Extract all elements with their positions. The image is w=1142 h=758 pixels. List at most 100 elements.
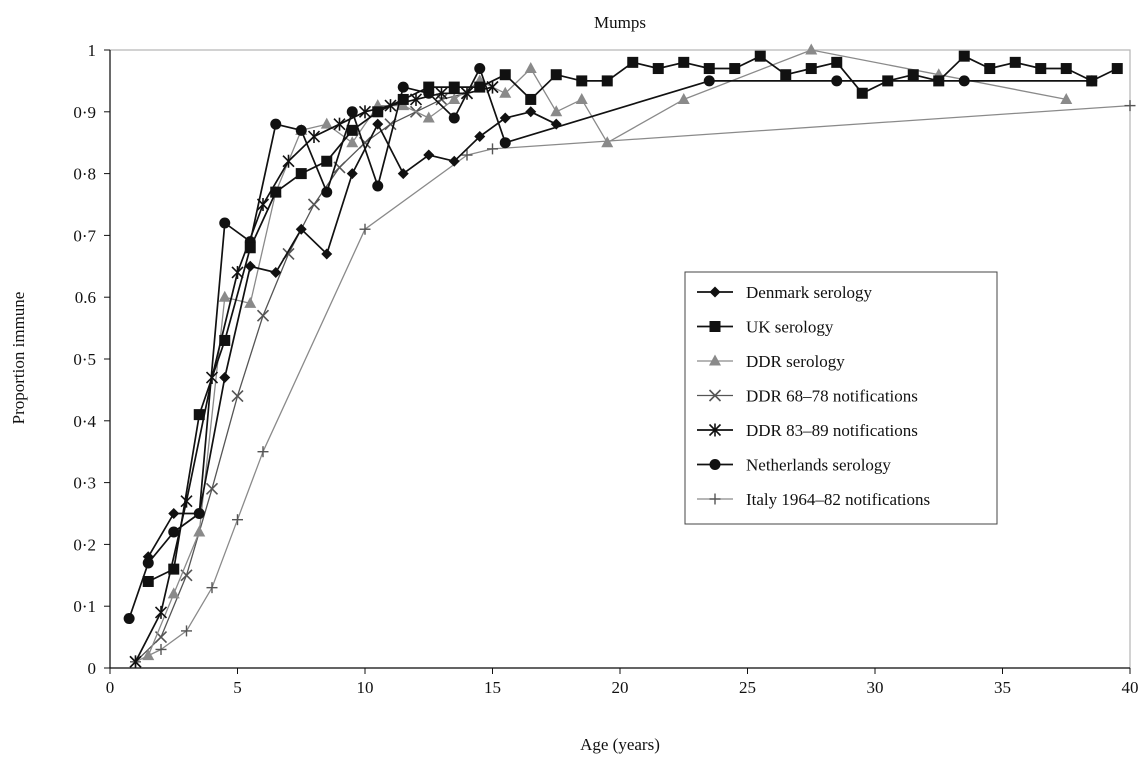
series-4: [129, 81, 499, 668]
data-point: [321, 155, 333, 167]
legend: Denmark serology UK serology DDR serology D…: [684, 271, 998, 525]
data-point: [129, 655, 142, 669]
data-point: [142, 649, 155, 661]
y-tick-label: 0·8: [73, 165, 96, 184]
data-point: [1086, 75, 1098, 87]
data-point: [831, 56, 843, 68]
data-point: [295, 124, 307, 136]
data-point: [754, 50, 766, 62]
series-line: [134, 86, 493, 663]
data-point: [346, 106, 358, 118]
legend-items: Denmark serology UK serology DDR serology D…: [697, 283, 930, 509]
series-1: [142, 106, 562, 563]
data-point: [677, 92, 690, 104]
series-line: [128, 67, 1092, 619]
data-point: [448, 155, 460, 167]
data-point: [219, 217, 231, 229]
data-point: [576, 75, 588, 87]
data-point: [435, 86, 448, 100]
x-tick-label: 10: [357, 678, 374, 697]
data-point: [601, 136, 614, 148]
data-point: [422, 111, 435, 123]
data-point: [219, 334, 231, 346]
data-point: [856, 87, 868, 99]
data-point: [448, 112, 460, 124]
data-point: [256, 309, 270, 322]
series-line: [135, 86, 493, 663]
data-point: [244, 296, 257, 308]
data-point: [168, 563, 180, 575]
data-point: [423, 81, 435, 93]
data-point: [499, 69, 511, 81]
data-point: [244, 260, 256, 272]
legend-box: [684, 271, 998, 525]
data-point: [499, 137, 511, 149]
data-point: [282, 154, 295, 168]
x-tick-label: 5: [233, 678, 242, 697]
y-tick-label: 0: [88, 659, 97, 678]
legend-marker: [708, 389, 722, 402]
data-point: [295, 223, 307, 235]
data-point: [244, 242, 256, 254]
legend-marker: [709, 286, 721, 298]
data-point: [123, 613, 135, 625]
data-point: [346, 168, 358, 180]
x-tick-label: 15: [484, 678, 501, 697]
data-point: [933, 75, 945, 87]
data-point: [397, 93, 409, 105]
x-tick-label: 0: [106, 678, 115, 697]
data-point: [205, 482, 219, 495]
legend-label: Denmark serology: [746, 283, 873, 302]
legend-item: DDR 83–89 notifications: [697, 421, 918, 440]
data-point: [154, 605, 168, 619]
y-tick-label: 0·5: [73, 350, 96, 369]
data-point: [474, 63, 486, 75]
legend-label: DDR serology: [746, 352, 845, 371]
x-tick-label: 25: [739, 678, 756, 697]
data-point: [168, 526, 180, 538]
data-point: [231, 390, 244, 403]
y-tick-label: 0·7: [73, 226, 96, 245]
data-point: [168, 508, 180, 519]
data-point: [678, 56, 690, 68]
y-tick-label: 0·4: [73, 412, 96, 431]
data-point: [550, 105, 563, 117]
data-point: [601, 75, 613, 87]
y-ticks: 0 0·1 0·2 0·3 0·4 0·5 0.6 0·7 0·8 0·9 1: [73, 41, 110, 678]
legend-label: Italy 1964–82 notifications: [746, 490, 930, 509]
data-point: [474, 81, 486, 93]
y-tick-label: 0·9: [73, 103, 96, 122]
data-point: [499, 112, 511, 124]
data-point: [142, 557, 154, 569]
y-tick-label: 0.6: [75, 288, 96, 307]
series-6: [123, 63, 1098, 625]
legend-item: Denmark serology: [697, 283, 873, 302]
data-point: [703, 75, 715, 87]
series-5: [129, 80, 499, 669]
data-point: [729, 63, 741, 75]
series-2: [142, 50, 1123, 587]
data-point: [346, 124, 358, 136]
data-point: [359, 223, 371, 235]
legend-label: Netherlands serology: [746, 456, 891, 475]
y-tick-label: 1: [88, 41, 97, 60]
data-point: [270, 118, 282, 130]
data-point: [232, 514, 243, 526]
data-point: [882, 75, 894, 87]
legend-item: DDR serology: [697, 352, 845, 371]
legend-item: DDR 68–78 notifications: [697, 387, 918, 406]
data-point: [181, 625, 192, 637]
x-ticks: 0 5 10 15 20 25 30 35 40: [106, 668, 1139, 697]
legend-marker: [709, 493, 721, 505]
legend-label: DDR 68–78 notifications: [746, 387, 918, 406]
data-point: [780, 69, 792, 81]
data-point: [524, 62, 537, 74]
data-point: [958, 75, 970, 87]
data-point: [1060, 92, 1073, 104]
data-point: [193, 525, 206, 537]
legend-marker: [709, 354, 721, 366]
legend-marker: [708, 423, 722, 437]
series-layer: [123, 43, 1136, 669]
data-point: [257, 446, 269, 458]
